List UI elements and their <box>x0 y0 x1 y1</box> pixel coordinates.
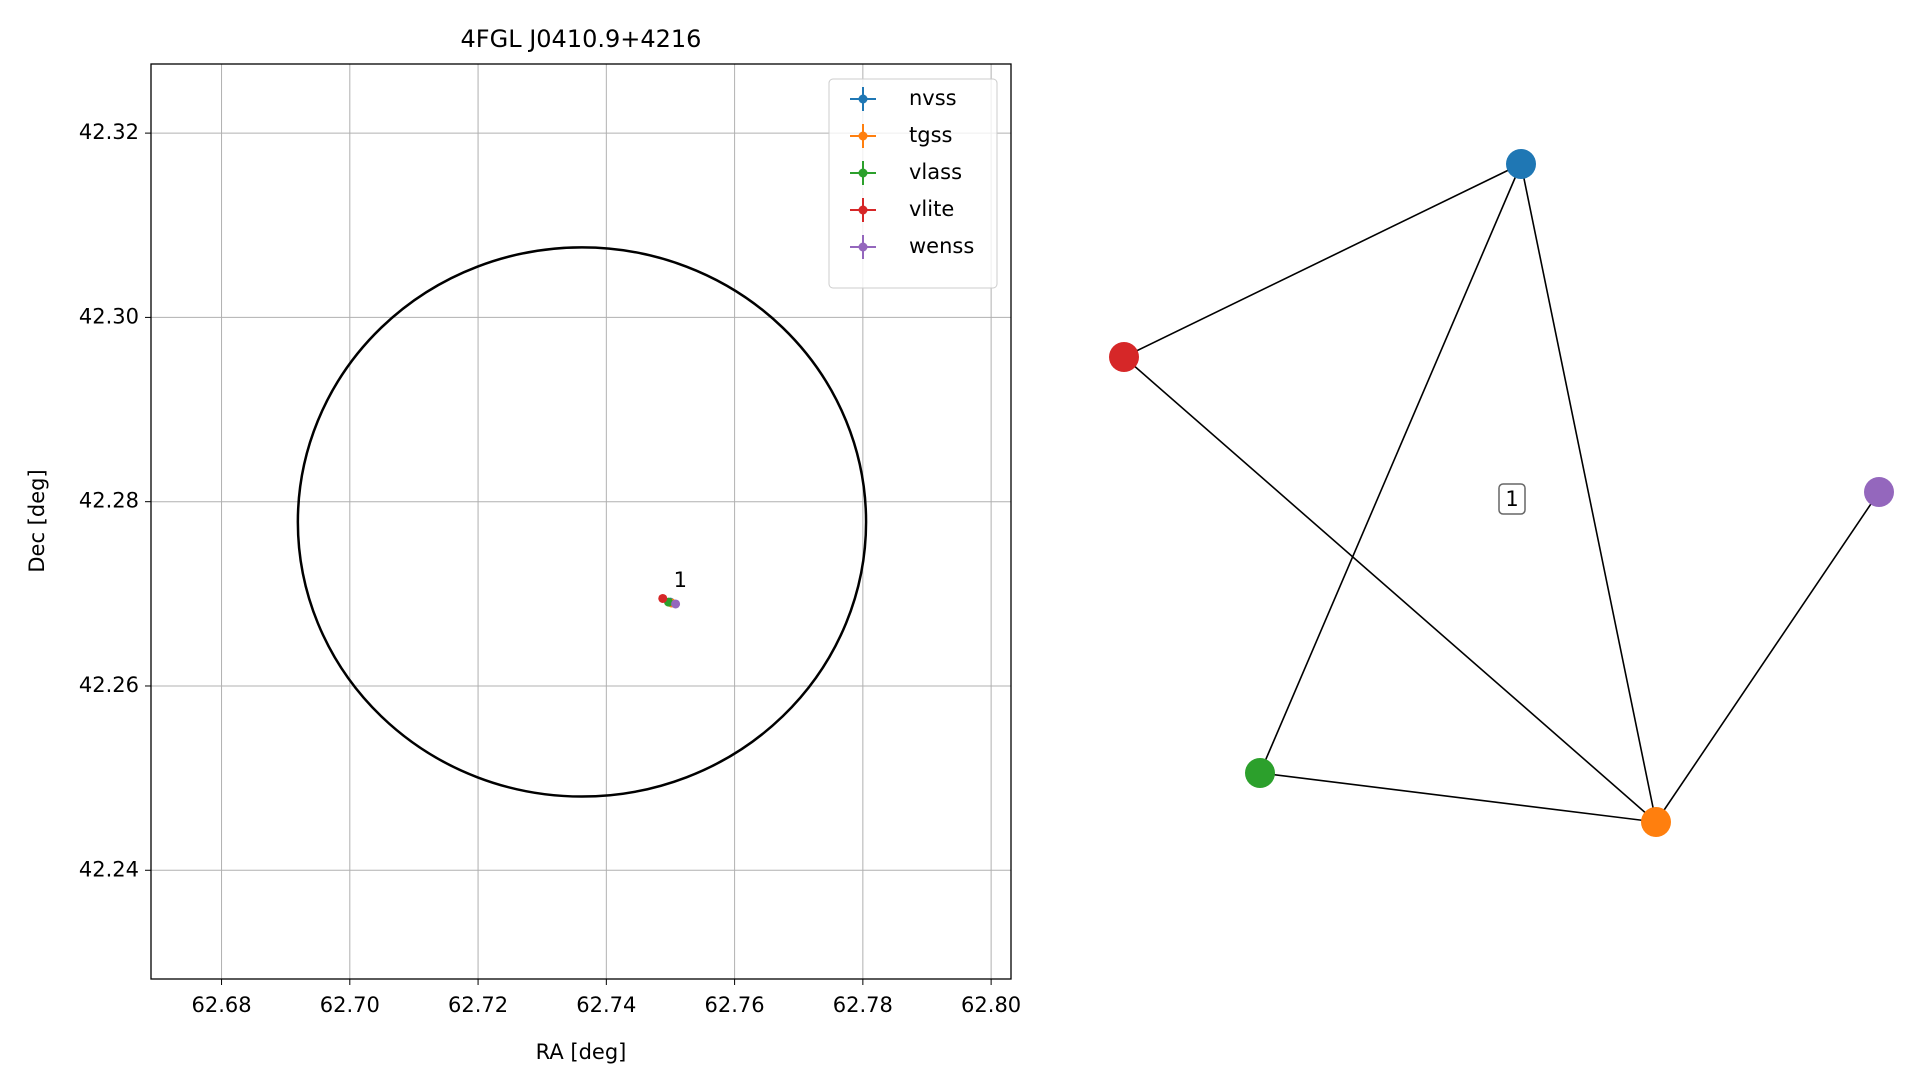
x-tick-label: 62.78 <box>833 993 893 1017</box>
edge <box>1259 163 1522 774</box>
legend-label: vlass <box>909 160 962 184</box>
y-axis-label: Dec [deg] <box>25 469 49 572</box>
point <box>658 593 668 603</box>
y-tick-label: 42.30 <box>79 304 139 328</box>
legend-marker <box>858 94 868 104</box>
legend-label: vlite <box>909 197 954 221</box>
node <box>1506 149 1536 179</box>
label-box <box>1498 483 1526 515</box>
legend-label: nvss <box>909 86 957 110</box>
legend-marker <box>858 205 868 215</box>
legend-box <box>828 78 998 289</box>
node <box>1641 807 1671 837</box>
edge <box>1259 772 1657 823</box>
legend-marker <box>858 168 868 178</box>
plot-frame <box>150 63 1012 980</box>
node <box>1109 342 1139 372</box>
edge <box>1123 163 1522 358</box>
chart-title: 4FGL J0410.9+4216 <box>461 25 702 53</box>
x-tick-label: 62.76 <box>705 993 765 1017</box>
x-tick-label: 62.72 <box>448 993 508 1017</box>
legend-label: wenss <box>909 234 974 258</box>
graph-label: 1 <box>1505 487 1518 511</box>
y-tick-label: 42.26 <box>79 673 139 697</box>
x-tick-label: 62.80 <box>961 993 1021 1017</box>
x-axis-label: RA [deg] <box>536 1040 627 1064</box>
annotation: 1 <box>674 568 687 592</box>
y-tick-label: 42.24 <box>79 857 139 881</box>
x-tick-label: 62.74 <box>576 993 636 1017</box>
y-tick-label: 42.32 <box>79 120 139 144</box>
point <box>671 599 681 609</box>
legend-label: tgss <box>909 123 952 147</box>
error-ellipse <box>296 246 868 798</box>
node <box>1864 477 1894 507</box>
x-tick-label: 62.68 <box>191 993 251 1017</box>
legend-marker <box>858 242 868 252</box>
x-tick-label: 62.70 <box>320 993 380 1017</box>
edge <box>1655 491 1880 823</box>
edge <box>1520 163 1657 823</box>
legend-marker <box>858 131 868 141</box>
y-tick-label: 42.28 <box>79 489 139 513</box>
edge <box>1123 356 1657 823</box>
node <box>1245 758 1275 788</box>
